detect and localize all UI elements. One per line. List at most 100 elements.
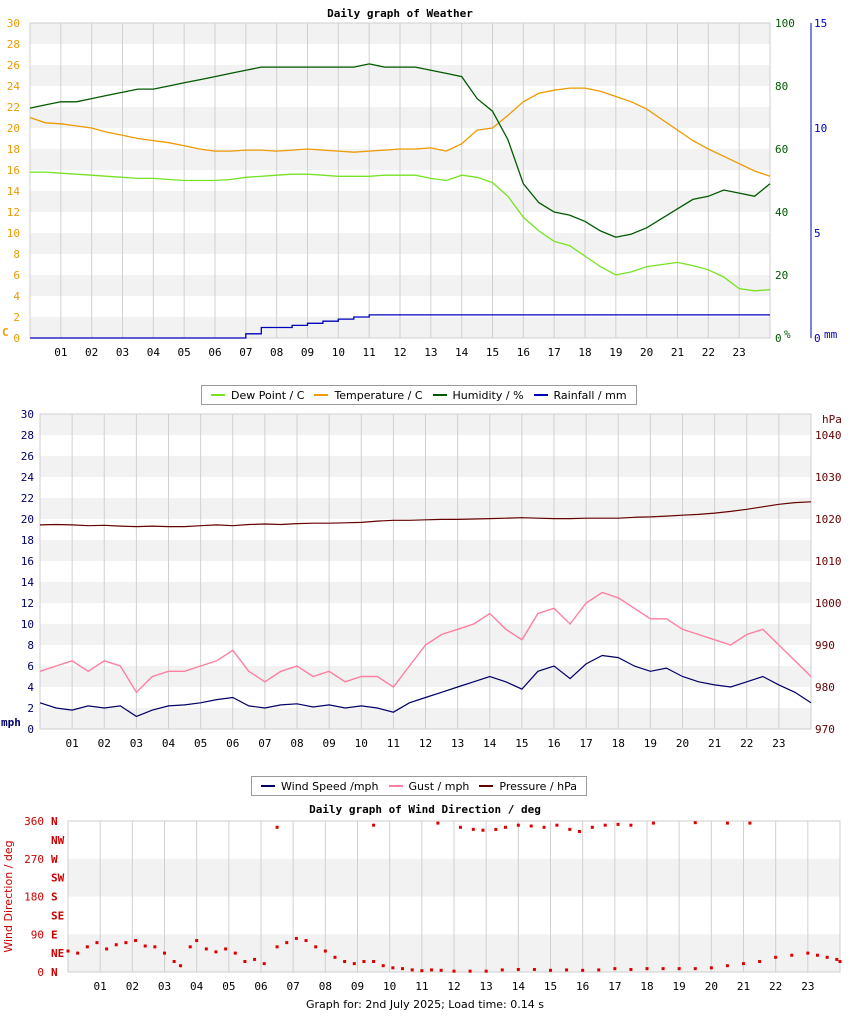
direction-point xyxy=(516,967,520,971)
direction-point xyxy=(597,968,601,972)
x-tick-label: 09 xyxy=(301,346,314,359)
x-tick-label: 03 xyxy=(130,737,143,750)
x-tick-label: 12 xyxy=(393,346,406,359)
legend-item-temperature-c: Temperature / C xyxy=(314,389,423,402)
x-tick-label: 06 xyxy=(226,737,239,750)
compass-label: N xyxy=(51,966,58,979)
direction-point xyxy=(124,941,128,945)
y2-tick-label: 40 xyxy=(775,206,788,219)
direction-point xyxy=(725,964,729,968)
compass-label: S xyxy=(51,891,58,904)
direction-point xyxy=(243,960,247,964)
direction-point xyxy=(401,967,405,971)
direction-point xyxy=(420,969,424,973)
direction-point xyxy=(362,960,366,964)
direction-point xyxy=(838,960,842,964)
direction-point xyxy=(66,949,70,953)
direction-point xyxy=(214,950,218,954)
x-tick-label: 05 xyxy=(178,346,191,359)
legend-swatch xyxy=(211,394,225,396)
x-tick-label: 11 xyxy=(387,737,400,750)
legend-item-wind-speed-mph: Wind Speed /mph xyxy=(261,780,379,793)
x-tick-label: 23 xyxy=(733,346,746,359)
wind-legend: Wind Speed /mph Gust / mph Pressure / hPa xyxy=(251,776,587,796)
direction-point xyxy=(285,941,289,945)
direction-point xyxy=(577,829,581,833)
y-tick-label: 20 xyxy=(21,513,34,526)
legend-label: Humidity / % xyxy=(452,388,524,402)
x-tick-label: 21 xyxy=(708,737,721,750)
direction-point xyxy=(693,821,697,825)
x-tick-label: 07 xyxy=(287,980,300,993)
legend-swatch xyxy=(261,785,275,787)
x-tick-label: 14 xyxy=(512,980,526,993)
direction-point xyxy=(806,951,810,955)
x-tick-label: 13 xyxy=(424,346,437,359)
direction-point xyxy=(143,944,147,948)
x-tick-label: 08 xyxy=(319,980,332,993)
x-tick-label: 05 xyxy=(222,980,235,993)
x-tick-label: 20 xyxy=(676,737,689,750)
y-tick-label: 26 xyxy=(7,59,20,72)
x-tick-label: 16 xyxy=(547,737,560,750)
direction-point xyxy=(581,968,585,972)
direction-point xyxy=(748,821,752,825)
x-tick-label: 15 xyxy=(544,980,557,993)
y-tick-label: 26 xyxy=(21,450,34,463)
x-tick-label: 16 xyxy=(517,346,530,359)
x-tick-label: 09 xyxy=(323,737,336,750)
direction-point xyxy=(503,825,507,829)
y-tick-label: 28 xyxy=(7,38,20,51)
y-tick-label: 4 xyxy=(27,681,34,694)
direction-point xyxy=(372,823,376,827)
direction-point xyxy=(343,960,347,964)
direction-point xyxy=(709,966,713,970)
compass-label: SW xyxy=(51,872,65,885)
y3-tick-label: 5 xyxy=(814,227,821,240)
x-tick-label: 03 xyxy=(158,980,171,993)
x-tick-label: 07 xyxy=(258,737,271,750)
series-wind-speed-mph xyxy=(39,654,812,718)
y2-tick-label: 970 xyxy=(815,723,835,736)
y-tick-label: 12 xyxy=(21,597,34,610)
y-tick-label: 22 xyxy=(21,492,34,505)
x-tick-label: 01 xyxy=(66,737,79,750)
direction-point xyxy=(372,960,376,964)
x-tick-label: 13 xyxy=(480,980,493,993)
direction-point xyxy=(568,827,572,831)
x-tick-label: 16 xyxy=(576,980,589,993)
direction-point xyxy=(616,822,620,826)
direction-point xyxy=(224,947,228,951)
direction-point xyxy=(758,960,762,964)
direction-point xyxy=(294,936,298,940)
y2-tick-label: 0 xyxy=(775,332,782,345)
y-tick-label: 8 xyxy=(27,639,34,652)
x-tick-label: 01 xyxy=(94,980,107,993)
direction-point xyxy=(529,824,533,828)
x-tick-label: 10 xyxy=(383,980,396,993)
direction-point xyxy=(645,967,649,971)
y-tick-label: 20 xyxy=(7,122,20,135)
x-tick-label: 10 xyxy=(355,737,368,750)
x-tick-label: 05 xyxy=(194,737,207,750)
direction-point xyxy=(590,825,594,829)
direction-point xyxy=(134,939,138,943)
direction-point xyxy=(481,828,485,832)
direction-point xyxy=(95,941,99,945)
compass-label: NW xyxy=(51,834,65,847)
direction-point xyxy=(114,943,118,947)
legend-swatch xyxy=(314,394,329,396)
direction-point xyxy=(275,945,279,949)
right-unit-label: % xyxy=(784,328,791,341)
direction-point xyxy=(725,821,729,825)
x-tick-label: 07 xyxy=(239,346,252,359)
direction-point xyxy=(742,962,745,966)
x-tick-label: 23 xyxy=(801,980,814,993)
y2-tick-label: 20 xyxy=(775,269,788,282)
y2-tick-label: 80 xyxy=(775,80,788,93)
direction-point xyxy=(613,967,617,971)
y-tick-label: 180 xyxy=(24,891,44,904)
wind-direction-chart: 01 02 03 04 05 06 07 08 09 10 11 12 13 14 15 16 17 18 19 20… xyxy=(2,803,842,993)
x-tick-label: 22 xyxy=(740,737,753,750)
direction-point xyxy=(429,968,433,972)
